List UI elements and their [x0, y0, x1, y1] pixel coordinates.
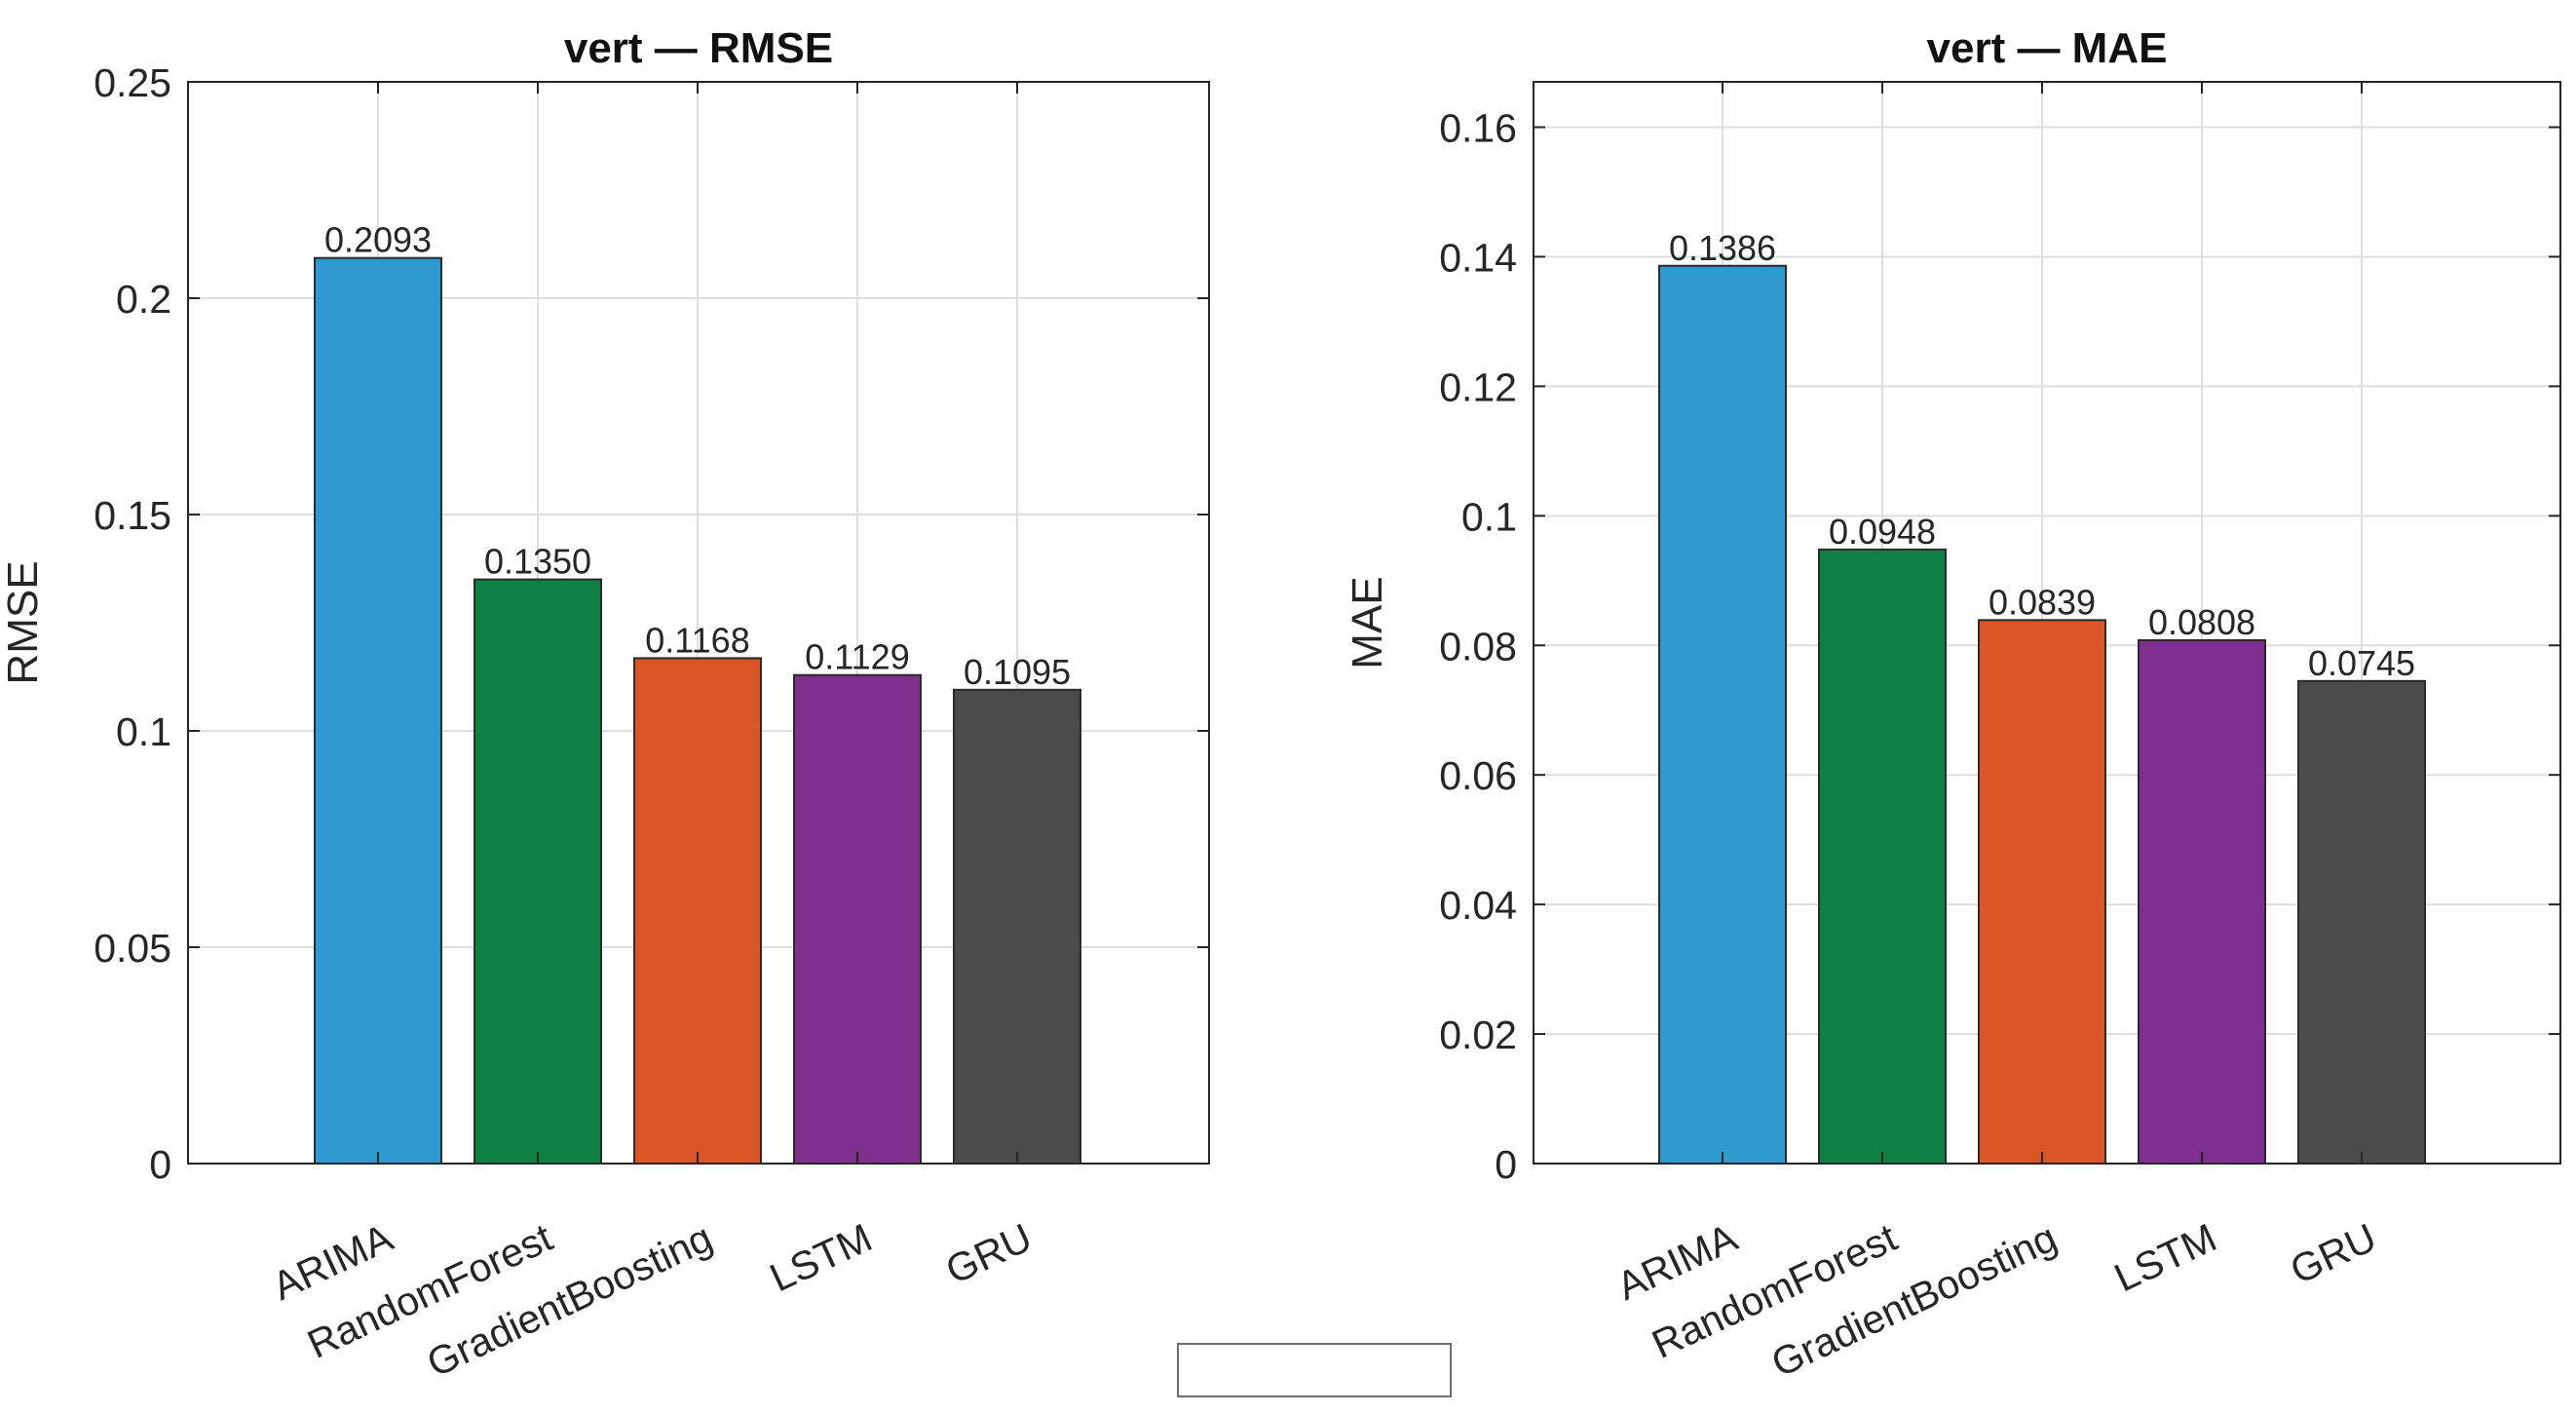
y-tick-label: 0.05: [94, 926, 171, 971]
x-tick-label: GradientBoosting: [420, 1214, 719, 1386]
mae-chart: 00.020.040.060.080.10.120.140.160.1386AR…: [1344, 24, 2561, 1386]
y-tick-label: 0.25: [94, 60, 171, 105]
legend-box: [1177, 1343, 1452, 1397]
bar: [1658, 264, 1787, 1165]
y-tick-label: 0.12: [1439, 364, 1517, 409]
bar-value-label: 0.1350: [484, 542, 591, 582]
y-tick-label: 0.2: [116, 277, 171, 322]
y-tick-label: 0.14: [1439, 235, 1517, 280]
y-tick-label: 0.1: [1461, 494, 1517, 539]
axes-box: [1533, 81, 2561, 1165]
bar-value-label: 0.0948: [1829, 512, 1936, 552]
bar-value-label: 0.1095: [964, 652, 1071, 692]
y-axis-label: RMSE: [0, 560, 47, 684]
bar-value-label: 0.0839: [1989, 582, 2096, 622]
bar-value-label: 0.0745: [2308, 643, 2415, 683]
x-tick-label: GradientBoosting: [1764, 1214, 2064, 1386]
rmse-chart: 00.050.10.150.20.250.2093ARIMA0.1350Rand…: [0, 24, 1210, 1386]
bar: [1818, 548, 1947, 1165]
bar-value-label: 0.1129: [805, 637, 909, 677]
y-tick-label: 0: [149, 1142, 171, 1187]
y-tick-label: 0.02: [1439, 1013, 1517, 1057]
bar-value-label: 0.0808: [2148, 602, 2255, 642]
y-tick-label: 0.15: [94, 493, 171, 538]
x-tick-label: GRU: [939, 1214, 1039, 1292]
bar: [1978, 619, 2106, 1165]
chart-title: vert — RMSE: [564, 24, 833, 72]
y-tick-label: 0.08: [1439, 624, 1517, 669]
y-tick-label: 0.1: [116, 709, 171, 754]
axes-box: [187, 81, 1210, 1165]
y-tick-label: 0.16: [1439, 106, 1517, 151]
bar: [953, 688, 1081, 1165]
bar: [2297, 679, 2426, 1165]
x-tick-label: LSTM: [763, 1214, 879, 1300]
bar: [2138, 638, 2266, 1165]
y-tick-label: 0.04: [1439, 883, 1517, 928]
bar: [474, 578, 602, 1165]
bar: [633, 657, 762, 1165]
y-tick-label: 0.06: [1439, 753, 1517, 798]
bar: [793, 673, 922, 1165]
bar-value-label: 0.2093: [324, 220, 432, 260]
y-tick-label: 0: [1495, 1142, 1517, 1187]
x-tick-label: LSTM: [2107, 1214, 2223, 1300]
x-tick-label: GRU: [2284, 1214, 2383, 1292]
bar-value-label: 0.1168: [645, 620, 749, 660]
chart-title: vert — MAE: [1927, 24, 2168, 72]
bar-value-label: 0.1386: [1669, 228, 1776, 268]
y-axis-label: MAE: [1344, 576, 1391, 669]
bar: [314, 256, 442, 1165]
